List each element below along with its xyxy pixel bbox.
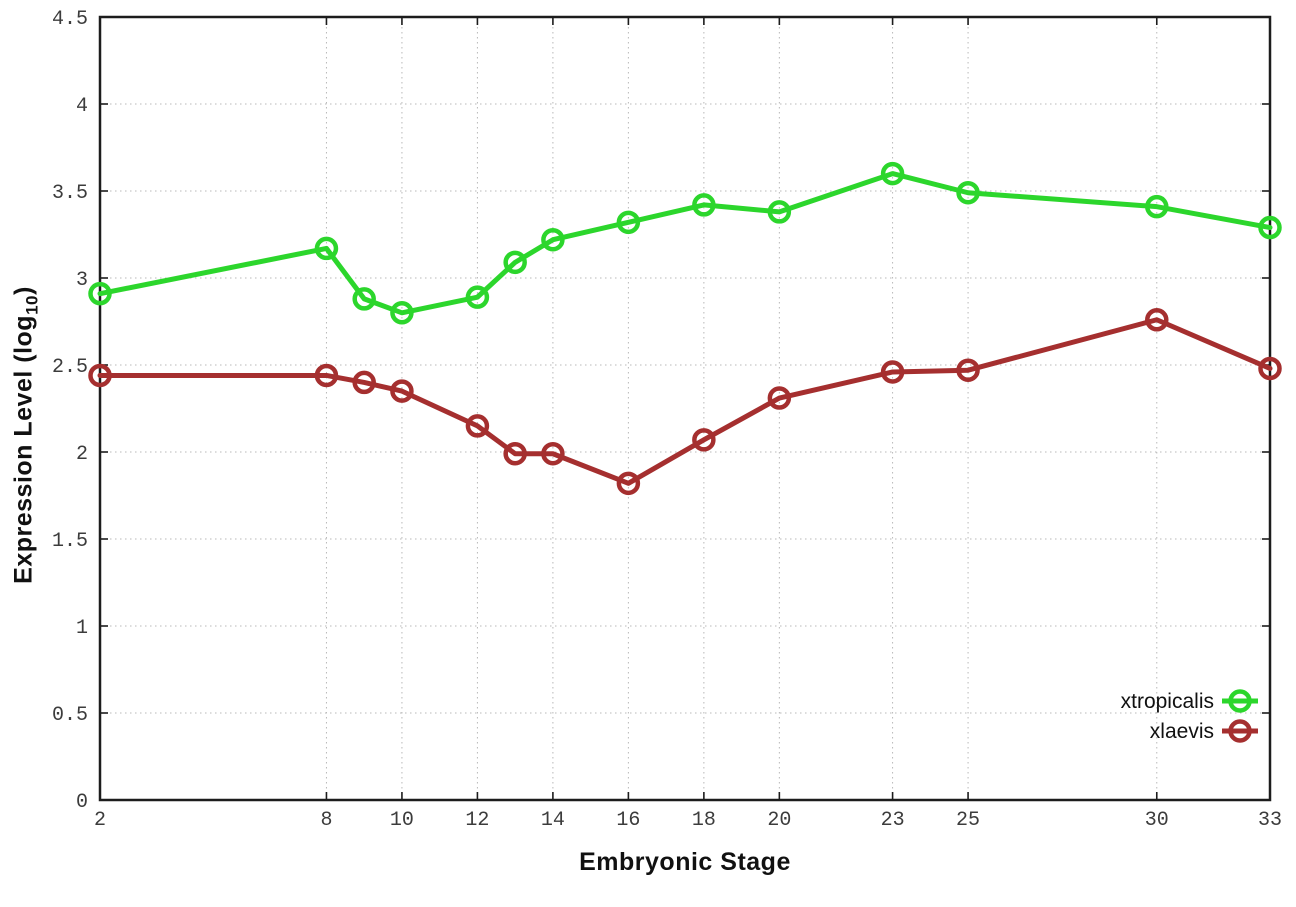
data-point-xtropicalis (503, 250, 527, 275)
x-tick-label: 8 (320, 809, 332, 832)
data-point-xtropicalis (692, 193, 716, 217)
legend-label-xlaevis: xlaevis (1150, 720, 1214, 743)
x-axis-title: Embryonic Stage (100, 848, 1270, 877)
data-point-xlaevis (1258, 356, 1282, 381)
y-tick-label: 2 (76, 443, 88, 466)
x-tick-label: 18 (692, 809, 716, 832)
data-point-xlaevis (767, 386, 792, 410)
y-tick-label: 4.5 (52, 8, 88, 31)
data-point-xtropicalis (465, 285, 490, 309)
data-point-xlaevis (616, 471, 641, 496)
y-tick-label: 0 (76, 791, 88, 814)
data-point-xlaevis (880, 360, 905, 384)
y-axis-title-subscript: 10 (22, 294, 42, 315)
y-tick-label: 2.5 (52, 356, 88, 379)
data-point-xtropicalis (767, 200, 792, 224)
x-tick-label: 2 (94, 809, 106, 832)
y-axis-title: Expression Level (log10) (10, 286, 43, 584)
x-tick-label: 20 (767, 809, 791, 832)
x-tick-label: 33 (1258, 809, 1282, 832)
x-tick-label: 25 (956, 809, 980, 832)
y-tick-label: 3.5 (52, 182, 88, 205)
plot-border (98, 15, 1272, 802)
data-point-xlaevis (956, 358, 980, 382)
data-point-xlaevis (541, 441, 565, 466)
series-line-xtropicalis (97, 171, 1273, 316)
x-tick-label: 14 (541, 809, 565, 832)
data-point-xtropicalis (390, 301, 414, 325)
data-point-xtropicalis (956, 180, 980, 205)
y-axis-title-close: ) (9, 286, 38, 295)
data-point-xtropicalis (541, 227, 565, 252)
data-point-xlaevis (692, 428, 716, 452)
y-tick-label: 0.5 (52, 704, 88, 727)
legend-marker-xtropicalis (1228, 689, 1252, 713)
data-point-xtropicalis (352, 287, 376, 311)
series-line-xlaevis (97, 317, 1273, 486)
y-tick-label: 3 (76, 269, 88, 292)
data-point-xlaevis (352, 370, 376, 395)
data-point-xtropicalis (1258, 215, 1282, 240)
x-tick-label: 10 (390, 809, 414, 832)
data-point-xtropicalis (1145, 194, 1169, 219)
data-point-xlaevis (503, 441, 527, 466)
y-axis-title-text: Expression Level (log (9, 314, 38, 584)
y-tick-label: 1.5 (52, 530, 88, 553)
data-point-xtropicalis (616, 210, 641, 235)
data-point-xtropicalis (880, 161, 905, 186)
x-tick-label: 16 (616, 809, 640, 832)
y-tick-label: 1 (76, 617, 88, 640)
x-tick-label: 12 (465, 809, 489, 832)
data-point-xlaevis (390, 379, 414, 403)
legend-marker-xlaevis (1228, 719, 1252, 743)
data-point-xtropicalis (314, 236, 339, 261)
data-point-xlaevis (314, 363, 339, 388)
data-point-xlaevis (88, 363, 112, 388)
legend-label-xtropicalis: xtropicalis (1121, 690, 1214, 713)
x-axis-title-text: Embryonic Stage (579, 848, 791, 876)
data-point-xlaevis (1145, 308, 1169, 332)
x-tick-label: 30 (1145, 809, 1169, 832)
y-tick-label: 4 (76, 95, 88, 118)
x-tick-label: 23 (881, 809, 905, 832)
data-point-xlaevis (465, 414, 490, 438)
data-point-xtropicalis (88, 281, 112, 306)
